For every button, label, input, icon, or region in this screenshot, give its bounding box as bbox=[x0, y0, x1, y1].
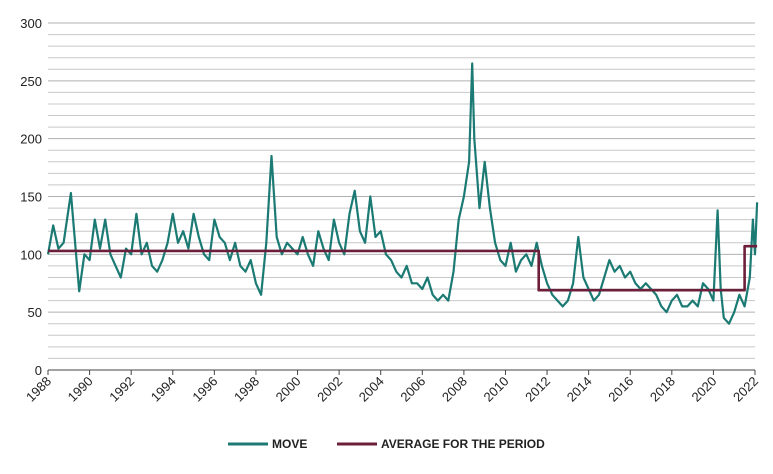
x-tick-label: 2012 bbox=[522, 374, 553, 405]
x-tick-label: 1990 bbox=[65, 374, 96, 405]
series-line bbox=[48, 244, 758, 292]
x-tick-label: 2008 bbox=[439, 374, 470, 405]
x-tick-label: 1988 bbox=[23, 374, 54, 405]
x-tick-label: 1996 bbox=[189, 374, 220, 405]
x-tick-label: 2004 bbox=[356, 374, 387, 405]
y-tick-label: 200 bbox=[20, 132, 42, 147]
y-tick-label: 300 bbox=[20, 16, 42, 31]
y-tick-label: 250 bbox=[20, 74, 42, 89]
y-tick-label: 150 bbox=[20, 190, 42, 205]
x-tick-label: 2018 bbox=[647, 374, 678, 405]
y-tick-label: 0 bbox=[35, 363, 42, 378]
x-tick-label: 2002 bbox=[314, 374, 345, 405]
x-tick-label: 1998 bbox=[231, 374, 262, 405]
x-tick-label: 1992 bbox=[106, 374, 137, 405]
x-tick-label: 2020 bbox=[688, 374, 719, 405]
x-tick-label: 2016 bbox=[605, 374, 636, 405]
x-tick-label: 2022 bbox=[730, 374, 761, 405]
x-tick-label: 2014 bbox=[564, 374, 595, 405]
x-tick-label: 2000 bbox=[273, 374, 304, 405]
y-tick-label: 100 bbox=[20, 247, 42, 262]
x-tick-label: 2006 bbox=[397, 374, 428, 405]
legend-label: MOVE bbox=[272, 437, 307, 451]
y-tick-label: 50 bbox=[28, 305, 42, 320]
x-tick-label: 2010 bbox=[481, 374, 512, 405]
legend-label: AVERAGE FOR THE PERIOD bbox=[381, 437, 545, 451]
x-tick-label: 1994 bbox=[148, 374, 179, 405]
series-line bbox=[46, 62, 759, 325]
